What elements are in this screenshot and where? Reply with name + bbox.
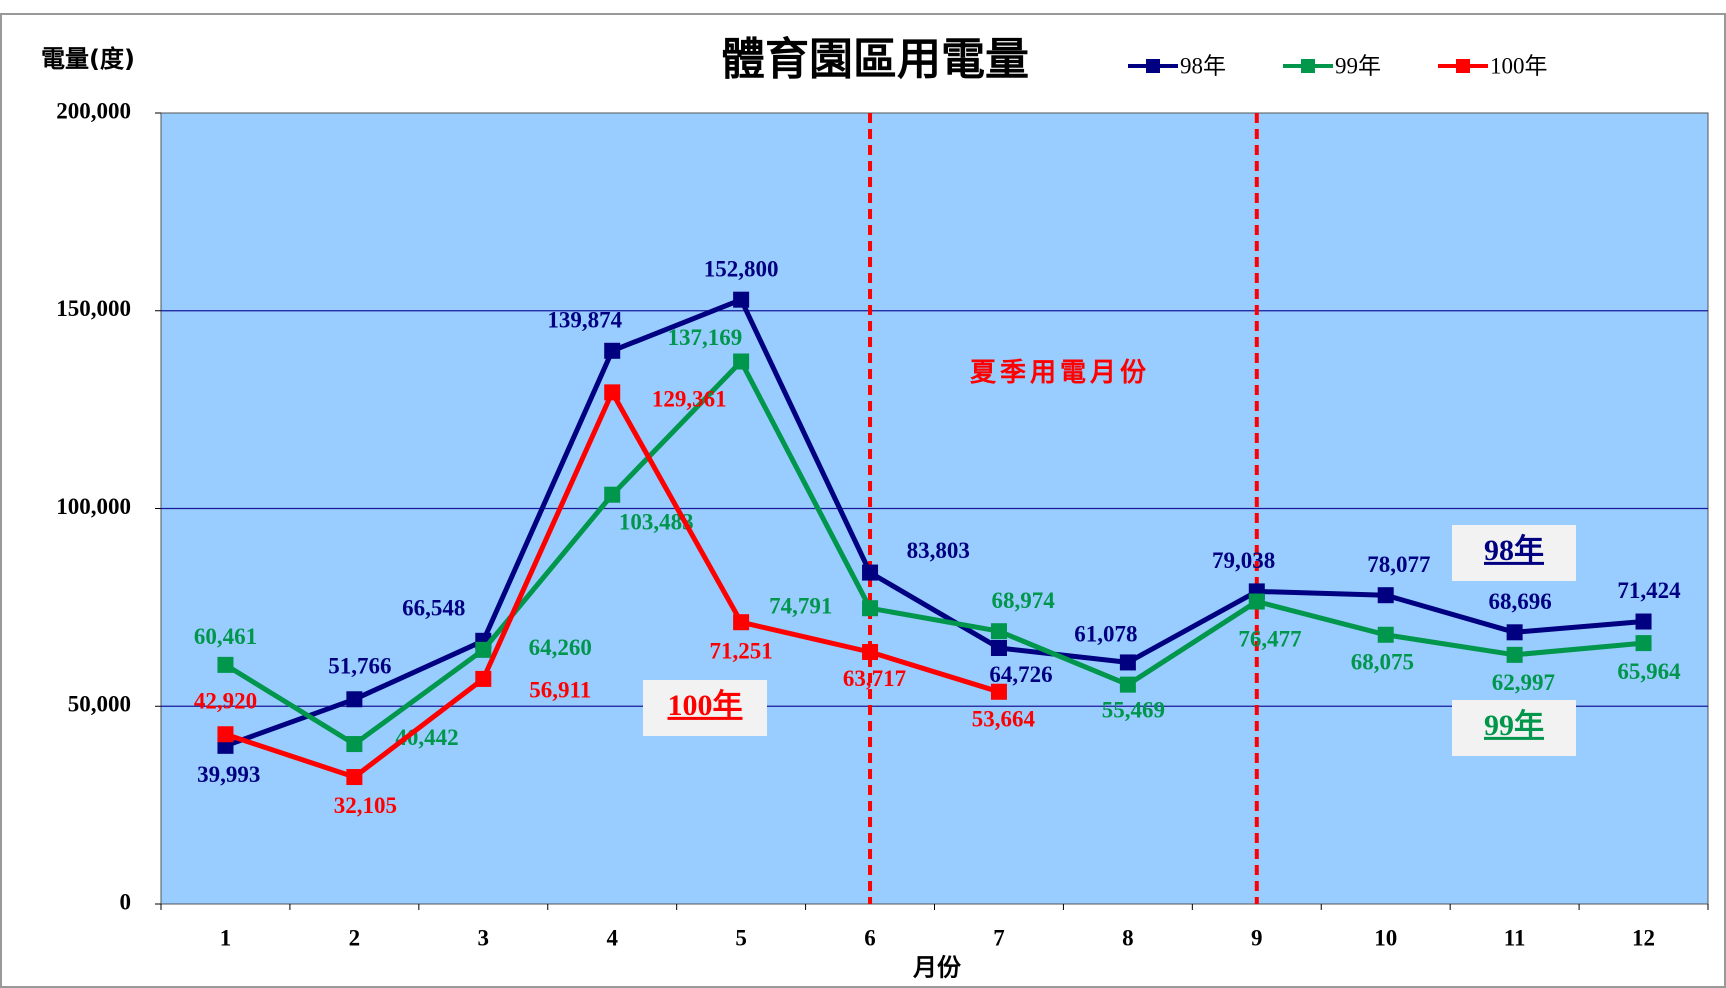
point-marker — [1635, 613, 1652, 630]
data-label: 60,461 — [194, 624, 257, 649]
data-label: 78,077 — [1367, 552, 1430, 577]
y-tick-label: 100,000 — [56, 494, 131, 519]
data-label: 64,726 — [989, 662, 1052, 687]
series-tag-box — [1452, 525, 1576, 581]
y-tick-label: 0 — [120, 889, 132, 914]
point-marker — [346, 736, 363, 753]
series-line — [224, 359, 1644, 747]
data-label: 63,717 — [843, 666, 906, 691]
x-tick-label: 7 — [993, 925, 1005, 950]
point-marker — [1248, 593, 1265, 610]
point-marker — [346, 769, 363, 786]
annotation: 夏季用電月份 — [970, 358, 1150, 387]
point-marker — [990, 640, 1007, 657]
data-label: 66,548 — [402, 595, 465, 620]
x-tick-label: 11 — [1504, 925, 1526, 950]
series-tag: 99年 — [1484, 709, 1544, 742]
point-marker — [217, 656, 234, 673]
point-marker — [733, 291, 750, 308]
point-marker — [1377, 587, 1394, 604]
data-label: 129,361 — [652, 386, 727, 411]
point-marker — [475, 641, 492, 658]
series-tag-box — [1452, 700, 1576, 756]
data-label: 139,874 — [547, 307, 622, 332]
point-marker — [604, 384, 621, 401]
x-tick-label: 10 — [1374, 925, 1397, 950]
data-label: 53,664 — [972, 707, 1036, 732]
x-tick-label: 1 — [220, 925, 232, 950]
data-label: 68,974 — [992, 588, 1056, 613]
data-label: 42,920 — [194, 689, 257, 714]
y-tick-label: 50,000 — [68, 692, 131, 717]
data-label: 68,075 — [1351, 650, 1414, 675]
series-line — [224, 297, 1644, 749]
data-label: 76,477 — [1238, 626, 1301, 651]
series-tag-box — [643, 680, 767, 736]
point-marker — [733, 353, 750, 370]
point-marker — [217, 726, 234, 743]
data-label: 79,038 — [1212, 548, 1275, 573]
point-marker — [1506, 646, 1523, 663]
y-tick-label: 200,000 — [56, 98, 131, 123]
point-marker — [862, 643, 879, 660]
point-marker — [475, 670, 492, 687]
data-label: 62,997 — [1492, 670, 1555, 695]
x-tick-label: 6 — [864, 925, 876, 950]
data-label: 74,791 — [769, 593, 832, 618]
x-tick-label: 5 — [735, 925, 747, 950]
x-tick-label: 8 — [1122, 925, 1134, 950]
point-marker — [990, 623, 1007, 640]
x-tick-label: 2 — [349, 925, 361, 950]
legend-marker — [1146, 59, 1160, 73]
data-label: 137,169 — [667, 325, 742, 350]
legend-marker — [1301, 59, 1315, 73]
point-marker — [1635, 635, 1652, 652]
point-marker — [1119, 676, 1136, 693]
x-tick-label: 3 — [478, 925, 490, 950]
point-marker — [733, 614, 750, 631]
data-label: 61,078 — [1074, 621, 1137, 646]
series-tag: 98年 — [1484, 534, 1544, 567]
point-marker — [1119, 654, 1136, 671]
data-label: 32,105 — [334, 793, 397, 818]
data-label: 83,803 — [907, 538, 970, 563]
legend-marker — [1456, 59, 1470, 73]
data-label: 71,251 — [710, 638, 773, 663]
data-label: 71,424 — [1617, 578, 1681, 603]
point-marker — [604, 342, 621, 359]
point-marker — [604, 486, 621, 503]
point-marker — [346, 691, 363, 708]
legend-label: 98年 — [1180, 53, 1226, 78]
x-tick-label: 9 — [1251, 925, 1263, 950]
point-marker — [862, 600, 879, 617]
data-label: 51,766 — [328, 654, 391, 679]
data-label: 56,911 — [529, 677, 591, 702]
data-label: 64,260 — [529, 635, 592, 660]
data-label: 68,696 — [1489, 589, 1552, 614]
data-label: 55,469 — [1102, 697, 1165, 722]
data-label: 152,800 — [704, 256, 779, 281]
x-tick-label: 12 — [1632, 925, 1655, 950]
series-tag: 100年 — [668, 689, 743, 722]
legend-label: 99年 — [1335, 53, 1381, 78]
point-marker — [862, 564, 879, 581]
x-tick-label: 4 — [606, 925, 618, 950]
point-marker — [1506, 624, 1523, 641]
point-marker — [1377, 626, 1394, 643]
y-tick-label: 150,000 — [56, 296, 131, 321]
point-marker — [990, 683, 1007, 700]
data-label: 65,964 — [1617, 659, 1681, 684]
data-label: 39,993 — [197, 762, 260, 787]
legend-label: 100年 — [1490, 53, 1548, 78]
x-axis-label: 月份 — [912, 955, 962, 982]
y-axis-label: 電量(度) — [41, 45, 135, 73]
chart-title: 體育園區用電量 — [721, 35, 1029, 84]
